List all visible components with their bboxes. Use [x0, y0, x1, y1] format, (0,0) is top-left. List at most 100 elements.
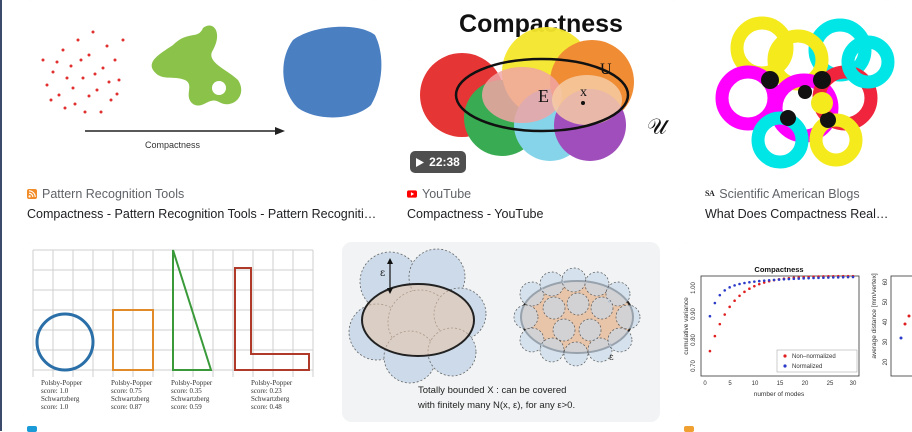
video-duration-badge: 22:38: [410, 151, 466, 173]
blue-point: [846, 275, 850, 279]
compact-shape: [283, 26, 382, 118]
red-point: [738, 294, 741, 298]
red-point: [718, 322, 722, 326]
caption-line-2: with finitely many N(x, ε), for any ε>0.: [417, 400, 575, 411]
x-axis-label: number of modes: [754, 391, 805, 398]
blue-point: [733, 284, 736, 287]
plot-frame-2: [890, 275, 912, 377]
y2-tick-4: 60: [883, 278, 889, 285]
y-axis-label: cumulative variance: [683, 297, 690, 355]
blue-point: [802, 277, 805, 280]
triangle-shape: [172, 249, 213, 371]
blue-point: [723, 289, 727, 292]
blue-point: [748, 280, 751, 284]
open-cover-circles: [420, 27, 634, 161]
circle-shape: [35, 312, 95, 372]
overlap-spots: [761, 71, 836, 128]
result-title-1[interactable]: Compactness - Pattern Recognition Tools …: [27, 207, 379, 221]
red-point: [733, 299, 736, 303]
point-x-label: x: [580, 85, 587, 100]
set-ellipse-left: [361, 283, 475, 357]
x-tick-4: 20: [802, 381, 809, 387]
blue-point: [767, 278, 771, 282]
set-u-label: U: [600, 61, 612, 78]
blue-point: [728, 286, 731, 289]
score-3-line-4: score: 0.59: [171, 403, 202, 411]
series-normalized: [708, 275, 855, 318]
left-edge-bar: [0, 0, 2, 431]
y2-tick-1: 30: [883, 338, 889, 345]
score-3-line-3: Schwartzberg: [171, 395, 210, 403]
blue-point: [753, 280, 756, 283]
result-title-2[interactable]: Compactness - YouTube: [407, 207, 544, 221]
x-tick-1: 5: [728, 381, 732, 387]
blue-point: [797, 277, 801, 280]
red-point: [753, 284, 756, 288]
sa-icon: SA: [705, 189, 715, 198]
set-e-label: E: [538, 86, 549, 106]
blue-point: [718, 293, 722, 297]
score-4-line-1: Polsby-Popper: [251, 379, 293, 387]
blue-point: [851, 275, 855, 279]
score-2-line-2: score: 0.75: [111, 387, 142, 395]
y2-tick-2: 40: [883, 318, 889, 325]
red-point: [728, 305, 731, 309]
l-shape: [234, 267, 310, 371]
y2-tick-3: 50: [883, 298, 889, 305]
score-1-line-3: Schwartzberg: [41, 395, 80, 403]
y-tick-3: 1.00: [691, 282, 697, 294]
score-1-line-2: score: 1.0: [41, 387, 69, 395]
result-image-1[interactable]: Compactness: [23, 0, 383, 180]
result-image-2[interactable]: Compactness E U x 𝒰: [402, 0, 681, 180]
blue-point: [822, 276, 825, 279]
red-point: [757, 282, 761, 286]
y-tick-1: 0.80: [691, 334, 697, 346]
set-e-ellipse: [454, 57, 630, 133]
y-tick-0: 0.70: [691, 360, 697, 372]
x-tick-5: 25: [827, 381, 834, 387]
y-axis-label-2: average distance [mm/vertex]: [871, 273, 878, 358]
result-source-2[interactable]: YouTube: [407, 186, 471, 202]
next-row-source-icon-1: [27, 426, 37, 432]
source-name: Scientific American Blogs: [719, 187, 860, 201]
score-1-line-4: score: 1.0: [41, 403, 69, 411]
result-image-3[interactable]: [700, 0, 895, 180]
blue-point: [757, 279, 761, 283]
blue-point: [836, 276, 840, 279]
blue-point: [792, 277, 796, 281]
score-2-line-1: Polsby-Popper: [111, 379, 153, 387]
x-tick-3: 15: [777, 381, 784, 387]
blue-point: [817, 276, 820, 280]
epsilon-label-right: ε: [609, 353, 614, 363]
y-tick-2: 0.90: [691, 308, 697, 320]
scattered-dots: [41, 30, 125, 114]
epsilon-label-left: ε: [380, 268, 385, 279]
blue-point: [827, 276, 830, 279]
result-title-3[interactable]: What Does Compactness Really...: [705, 207, 891, 221]
blue-point: [738, 282, 741, 286]
score-2-line-4: score: 0.87: [111, 403, 142, 411]
plot-frame: [700, 275, 860, 377]
result-source-1[interactable]: Pattern Recognition Tools: [27, 186, 184, 202]
result-image-5[interactable]: ε ε Totally bounded X : can be covered w…: [342, 242, 660, 422]
legend-non-normalized: Non–normalized: [792, 354, 836, 360]
source-name: YouTube: [422, 187, 472, 201]
blue-point: [812, 276, 815, 280]
x-tick-2: 10: [752, 381, 759, 387]
play-icon: [416, 157, 425, 167]
result-source-3[interactable]: SA Scientific American Blogs: [705, 186, 860, 202]
blue-point: [782, 278, 786, 281]
score-1-line-1: Polsby-Popper: [41, 379, 83, 387]
blue-point: [772, 278, 776, 282]
legend-marker-blue: [783, 364, 787, 368]
red-point: [723, 313, 727, 316]
blue-point: [777, 278, 781, 281]
blue-point: [713, 301, 717, 305]
blue-point: [831, 276, 835, 279]
legend-box: [776, 349, 858, 373]
legend-marker-red: [783, 354, 787, 358]
result-image-4[interactable]: Polsby-Popper score: 1.0 Schwartzberg sc…: [23, 242, 323, 422]
result-image-6[interactable]: Compactness cumulative variance number o…: [679, 242, 912, 422]
next-row-source-icon-2: [684, 426, 694, 432]
image-label: Compactness: [145, 140, 201, 150]
